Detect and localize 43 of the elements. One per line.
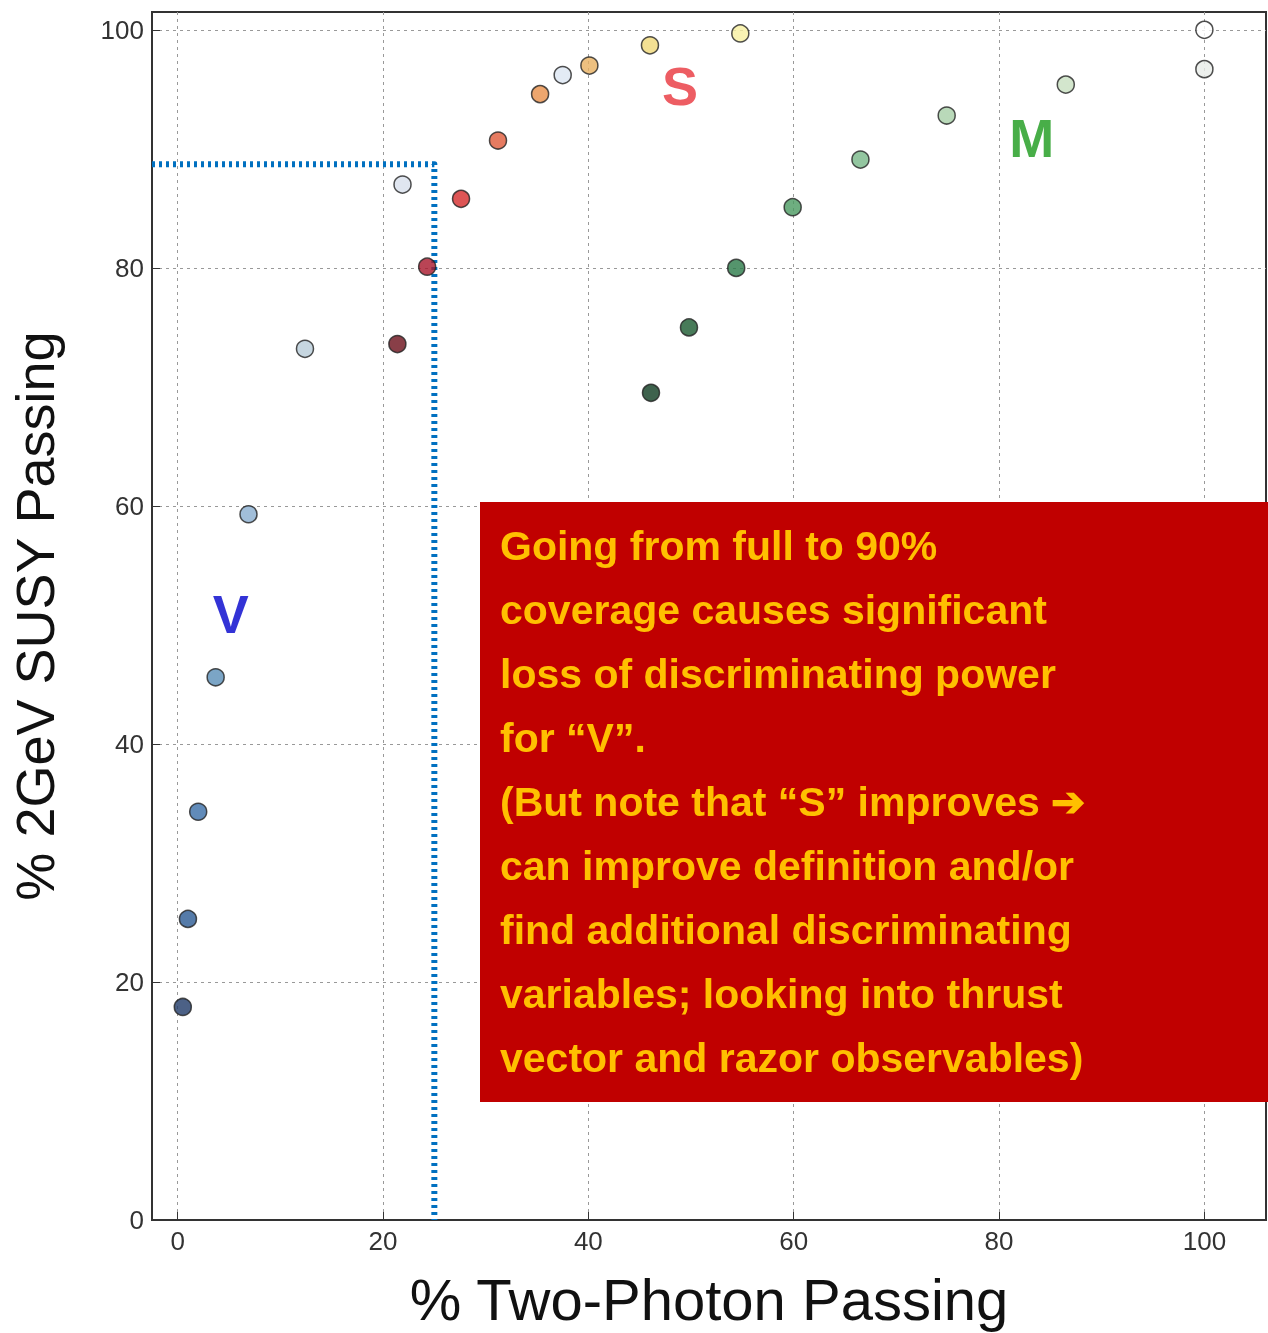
x-tick-label: 100 — [1182, 1226, 1227, 1256]
point — [417, 257, 437, 276]
y-tick-label: 40 — [115, 728, 144, 759]
point — [178, 909, 198, 929]
point — [239, 505, 258, 524]
point — [726, 258, 746, 278]
x-tick-label: 40 — [573, 1226, 603, 1256]
x-axis-title: % Two-Photon Passing — [409, 1266, 1009, 1332]
point — [641, 383, 661, 403]
point — [451, 189, 471, 209]
y-tick-label: 20 — [115, 966, 144, 997]
x-tick-label: 80 — [984, 1226, 1014, 1256]
point — [580, 56, 599, 75]
y-axis-title: % 2GeV SUSY Passing — [5, 331, 65, 901]
point — [188, 802, 208, 822]
note-box: Going from full to 90% coverage causes significant loss of discriminating power for “V”. (But note that “S” improves ➔ can improve definition and/or find additional discriminating variables; looking into thrust vector and razor observables) — [480, 502, 1268, 1102]
y-tick-label: 80 — [115, 252, 144, 283]
y-tick-label: 0 — [129, 1205, 144, 1235]
y-tick-label: 100 — [100, 14, 144, 45]
series-label: V — [212, 584, 249, 645]
point — [488, 131, 508, 150]
point — [937, 106, 956, 125]
point — [1195, 20, 1214, 40]
series-label: M — [1009, 107, 1055, 168]
y-tick-label: 60 — [115, 490, 144, 521]
point — [388, 334, 407, 354]
point — [783, 197, 802, 217]
point — [851, 150, 870, 169]
point — [640, 36, 660, 55]
point — [1056, 75, 1076, 94]
x-tick-label: 60 — [779, 1226, 809, 1256]
point — [393, 175, 412, 194]
point — [1195, 59, 1214, 79]
point — [295, 339, 315, 359]
point — [206, 668, 225, 687]
x-tick-label: 0 — [170, 1226, 185, 1256]
x-tick-label: 20 — [368, 1226, 398, 1256]
point — [173, 997, 193, 1017]
series-label: S — [661, 56, 698, 117]
point — [679, 318, 699, 337]
point — [530, 84, 550, 104]
point — [731, 24, 750, 43]
point — [553, 65, 572, 85]
